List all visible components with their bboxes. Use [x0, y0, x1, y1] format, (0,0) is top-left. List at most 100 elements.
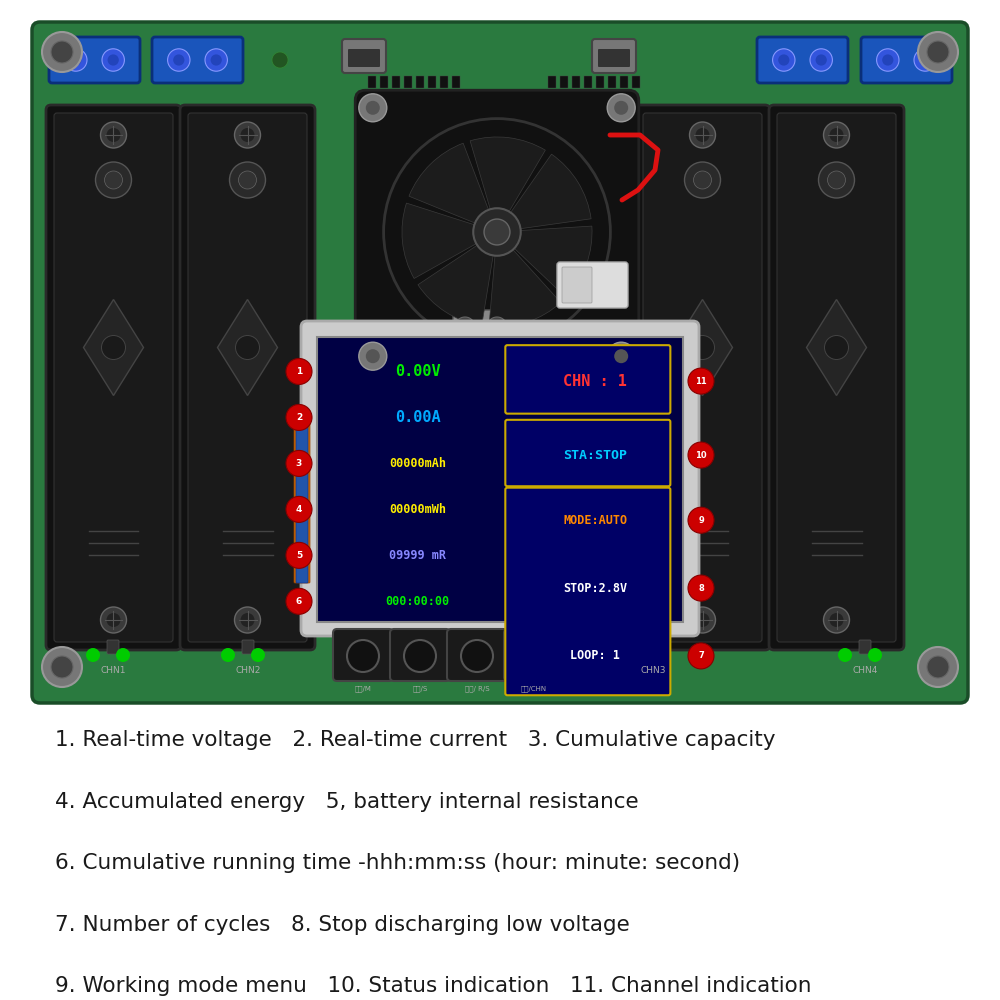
Circle shape	[614, 101, 628, 115]
Text: 3: 3	[296, 459, 302, 468]
FancyBboxPatch shape	[348, 49, 380, 67]
FancyBboxPatch shape	[643, 113, 762, 642]
FancyBboxPatch shape	[453, 310, 509, 344]
FancyBboxPatch shape	[769, 105, 904, 650]
FancyBboxPatch shape	[608, 76, 616, 88]
Circle shape	[108, 54, 119, 66]
Text: 7: 7	[698, 651, 704, 660]
Circle shape	[690, 335, 714, 359]
Circle shape	[927, 41, 949, 63]
Circle shape	[51, 656, 73, 678]
Polygon shape	[672, 299, 732, 395]
FancyBboxPatch shape	[342, 39, 386, 73]
Circle shape	[100, 122, 126, 148]
Circle shape	[656, 648, 670, 662]
Circle shape	[102, 335, 126, 359]
Wedge shape	[489, 232, 561, 327]
Circle shape	[868, 648, 882, 662]
Polygon shape	[806, 299, 866, 395]
Circle shape	[384, 119, 610, 345]
FancyBboxPatch shape	[620, 76, 628, 88]
Circle shape	[211, 54, 222, 66]
Circle shape	[42, 647, 82, 687]
Circle shape	[607, 94, 635, 122]
FancyBboxPatch shape	[572, 76, 580, 88]
FancyBboxPatch shape	[562, 267, 592, 303]
FancyBboxPatch shape	[598, 49, 630, 67]
Circle shape	[688, 507, 714, 533]
Circle shape	[816, 54, 827, 66]
Circle shape	[173, 54, 184, 66]
Circle shape	[518, 640, 550, 672]
FancyBboxPatch shape	[392, 76, 400, 88]
Wedge shape	[497, 154, 591, 232]
Text: 6. Cumulative running time -hhh:mm:ss (hour: minute: second): 6. Cumulative running time -hhh:mm:ss (h…	[55, 853, 740, 873]
Text: 6: 6	[296, 597, 302, 606]
Wedge shape	[470, 137, 545, 232]
Circle shape	[347, 640, 379, 672]
FancyBboxPatch shape	[584, 76, 592, 88]
Circle shape	[914, 49, 936, 71]
Text: CHN1: CHN1	[100, 666, 126, 675]
Circle shape	[473, 208, 521, 256]
Text: 调整/S: 调整/S	[412, 685, 428, 692]
Circle shape	[116, 648, 130, 662]
FancyBboxPatch shape	[647, 640, 659, 654]
Wedge shape	[409, 143, 497, 232]
Wedge shape	[418, 232, 497, 326]
FancyBboxPatch shape	[452, 76, 460, 88]
FancyBboxPatch shape	[188, 113, 307, 642]
Polygon shape	[218, 299, 277, 395]
Circle shape	[778, 54, 789, 66]
Text: 启停/ R/S: 启停/ R/S	[465, 685, 489, 692]
Circle shape	[272, 52, 288, 68]
Text: MODE:AUTO: MODE:AUTO	[563, 514, 627, 527]
Circle shape	[626, 648, 640, 662]
Text: 1. Real-time voltage   2. Real-time current   3. Cumulative capacity: 1. Real-time voltage 2. Real-time curren…	[55, 730, 776, 750]
FancyBboxPatch shape	[428, 76, 436, 88]
Circle shape	[221, 648, 235, 662]
FancyBboxPatch shape	[380, 76, 388, 88]
Circle shape	[918, 647, 958, 687]
Circle shape	[234, 122, 260, 148]
FancyBboxPatch shape	[54, 113, 173, 642]
Circle shape	[461, 640, 493, 672]
Circle shape	[240, 613, 254, 627]
FancyBboxPatch shape	[505, 345, 670, 414]
Circle shape	[366, 101, 380, 115]
Wedge shape	[497, 226, 592, 297]
Circle shape	[487, 317, 507, 337]
Circle shape	[286, 404, 312, 430]
Text: 0.00A: 0.00A	[395, 410, 440, 425]
FancyBboxPatch shape	[242, 640, 254, 654]
Circle shape	[688, 643, 714, 669]
Circle shape	[286, 496, 312, 522]
Circle shape	[688, 442, 714, 468]
Circle shape	[824, 607, 850, 633]
FancyBboxPatch shape	[757, 37, 848, 83]
FancyBboxPatch shape	[861, 37, 952, 83]
FancyBboxPatch shape	[632, 76, 640, 88]
FancyBboxPatch shape	[333, 629, 393, 681]
FancyBboxPatch shape	[548, 76, 556, 88]
Circle shape	[818, 162, 854, 198]
FancyBboxPatch shape	[505, 488, 670, 695]
Circle shape	[240, 128, 254, 142]
Circle shape	[251, 648, 265, 662]
Text: 4. Accumulated energy   5, battery internal resistance: 4. Accumulated energy 5, battery interna…	[55, 792, 639, 812]
Circle shape	[688, 368, 714, 394]
Text: 5: 5	[296, 551, 302, 560]
FancyBboxPatch shape	[777, 113, 896, 642]
Circle shape	[830, 128, 844, 142]
FancyBboxPatch shape	[152, 37, 243, 83]
Circle shape	[455, 317, 475, 337]
Circle shape	[359, 94, 387, 122]
Text: 10: 10	[695, 451, 707, 460]
FancyBboxPatch shape	[296, 416, 308, 583]
FancyBboxPatch shape	[49, 37, 140, 83]
Circle shape	[236, 335, 260, 359]
FancyBboxPatch shape	[107, 640, 119, 654]
Circle shape	[828, 171, 846, 189]
Circle shape	[70, 54, 81, 66]
Circle shape	[614, 349, 628, 363]
